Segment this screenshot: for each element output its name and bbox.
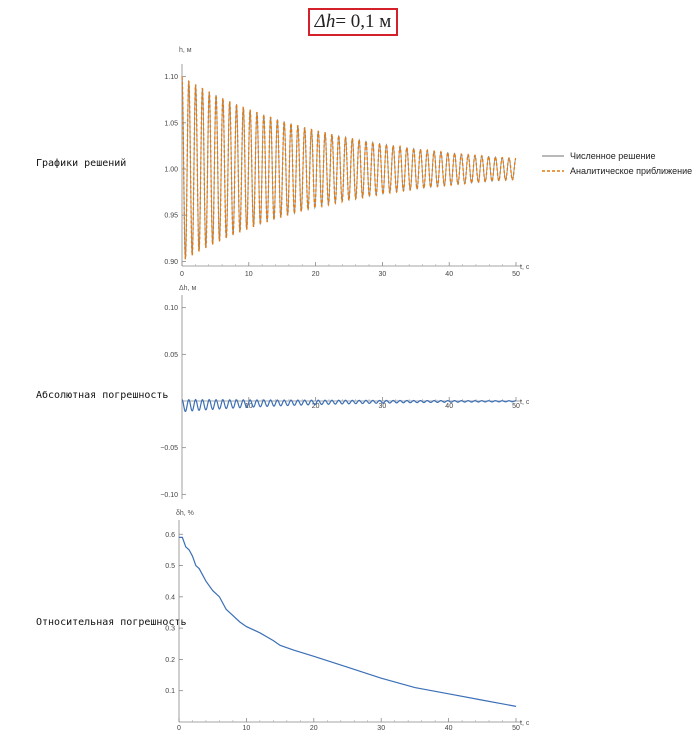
header-title-box: Δh = 0,1 м [308,8,398,36]
y-tick-label: 1.05 [164,120,178,127]
x-tick-label: 10 [243,725,251,732]
x-tick-label: 30 [377,725,385,732]
x-tick-label: 0 [180,271,184,278]
series-line-2 [181,76,517,260]
y-axis-label: Δh, м [179,285,196,292]
x-tick-label: 10 [245,403,253,410]
legend-analytic-label: Аналитическое приближение [570,166,692,176]
series-line-1 [179,536,517,707]
y-tick-label: 0.05 [164,352,178,359]
legend: Численное решение Аналитическое приближе… [542,151,692,176]
y-tick-label: 0.3 [165,626,175,633]
row-label-solutions: Графики решений [36,158,127,169]
y-tick-label: 0.1 [165,688,175,695]
x-tick-label: 20 [310,725,318,732]
y-tick-label: 0.4 [165,594,175,601]
series-line-1 [181,398,516,413]
chart-panel-1: 0.90 0.95 1.00 1.05 1.10 0 10 20 30 40 50t, c h, м [164,47,529,278]
x-tick-label: 30 [379,271,387,278]
series-line-1 [181,76,517,260]
y-tick-label: −0.10 [160,492,178,499]
y-axis-label: δh, % [176,510,194,517]
x-tick-label: 20 [312,271,320,278]
x-tick-label: 30 [379,403,387,410]
x-tick-label: 40 [445,403,453,410]
y-tick-label: 0.95 [164,213,178,220]
y-tick-label: −0.05 [160,445,178,452]
y-axis-label: h, м [179,47,192,54]
y-tick-label: 0.6 [165,532,175,539]
legend-numeric-label: Численное решение [570,151,655,161]
row-label-rel-error: Относительная погрешность [36,617,187,628]
header-title-symbol: Δh [314,11,336,32]
x-tick-label: 40 [445,725,453,732]
y-tick-label: 1.10 [164,74,178,81]
chart-panel-3: 0.1 0.2 0.3 0.4 0.5 0.6 0 10 20 30 40 50t, c δh, % [165,510,530,732]
y-tick-label: 0.90 [164,259,178,266]
x-tick-label: 50 [512,725,520,732]
x-tick-label: 0 [177,725,181,732]
y-tick-label: 1.00 [164,167,178,174]
y-tick-label: 0.2 [165,657,175,664]
y-tick-label: 0.10 [164,305,178,312]
y-tick-label: 0.5 [165,563,175,570]
header-title-value: = 0,1 м [335,11,392,32]
x-tick-label: 10 [245,271,253,278]
x-axis-label: t, c [520,399,530,406]
x-tick-label: 20 [312,403,320,410]
chart-panel-2: 0.10 0.05 −0.05 −0.10 10 20 30 40 50t, c Δh, м [160,285,530,499]
x-axis-label: t, c [520,264,530,271]
x-tick-label: 50 [512,403,520,410]
x-tick-label: 50 [512,271,520,278]
x-axis-label: t, c [520,720,530,727]
row-label-abs-error: Абсолютная погрешность [36,390,169,401]
x-tick-label: 40 [445,271,453,278]
